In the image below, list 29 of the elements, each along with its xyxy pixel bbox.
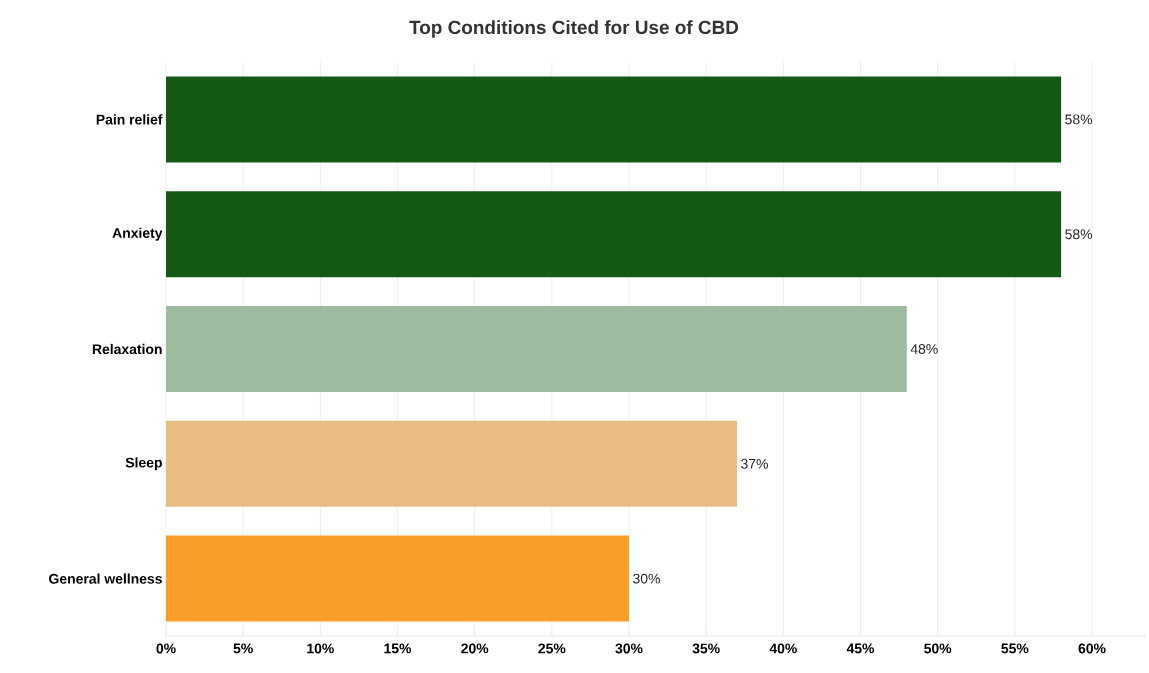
x-tick-label: 45% [846,643,875,654]
x-tick-label: 10% [307,643,334,654]
y-tick-label: General wellness [49,573,162,584]
bar [166,535,629,622]
data-label: 37% [741,458,768,469]
x-tick-label: 5% [233,643,253,654]
bar [166,191,1062,278]
bar [166,305,907,392]
x-tick-label: 0% [156,643,176,654]
x-tick-label: 20% [461,643,489,654]
x-tick-label: 15% [384,643,412,654]
y-tick-label: Relaxation [92,343,162,355]
x-tick-label: 50% [924,643,952,654]
data-label: 30% [633,573,660,584]
data-label: 48% [910,344,938,354]
x-tick-label: 25% [538,643,566,654]
x-tick-label: 60% [1078,643,1106,654]
y-tick-label: Anxiety [112,227,163,241]
bar [166,76,1062,163]
data-label: 58% [1065,114,1093,125]
y-tick-label: Pain relief [96,114,163,125]
x-tick-label: 30% [615,643,643,654]
x-tick-label: 55% [1001,643,1029,654]
x-tick-label: 40% [769,643,797,654]
bar [166,420,738,507]
chart-title: Top Conditions Cited for Use of CBD [409,20,739,38]
x-tick-label: 35% [692,643,720,654]
data-label: 58% [1065,229,1093,240]
y-tick-label: Sleep [125,457,162,471]
